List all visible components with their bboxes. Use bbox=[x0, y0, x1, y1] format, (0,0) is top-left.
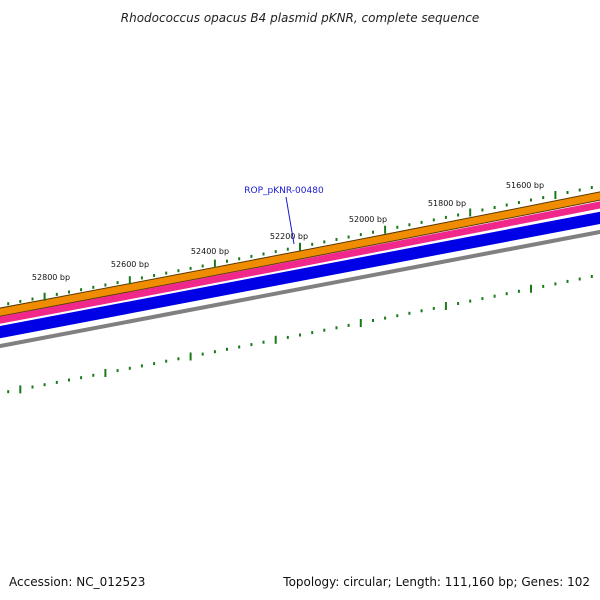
scale-tick-label: 52000 bp bbox=[349, 215, 387, 224]
gene-label-leader bbox=[285, 196, 295, 245]
inner-scale-ticks bbox=[7, 275, 593, 394]
topology-stats: Topology: circular; Length: 111,160 bp; … bbox=[283, 575, 590, 589]
scale-tick-label: 51800 bp bbox=[428, 199, 466, 208]
scale-tick-label: 51600 bp bbox=[506, 181, 544, 190]
scale-tick-label: 52200 bp bbox=[270, 232, 308, 241]
scale-tick-label: 52600 bp bbox=[111, 260, 149, 269]
feature-tracks bbox=[0, 191, 600, 349]
scale-tick-label: 52800 bp bbox=[32, 273, 70, 282]
blue-track[interactable] bbox=[0, 211, 600, 339]
outer-scale-ticks bbox=[7, 186, 593, 306]
magenta-track[interactable] bbox=[0, 201, 600, 324]
gene-annotation: ROP_pKNR-00480 bbox=[244, 186, 324, 245]
scale-tick-labels: 51600 bp 51800 bp 52000 bp 52200 bp 52400 bp… bbox=[32, 181, 544, 282]
orange-track[interactable] bbox=[0, 192, 600, 316]
accession-text: Accession: NC_012523 bbox=[9, 575, 146, 589]
scale-tick-label: 52400 bp bbox=[191, 247, 229, 256]
gene-label[interactable]: ROP_pKNR-00480 bbox=[244, 186, 324, 196]
map-title: Rhodococcus opacus B4 plasmid pKNR, comp… bbox=[120, 11, 480, 25]
gray-track[interactable] bbox=[0, 229, 600, 349]
